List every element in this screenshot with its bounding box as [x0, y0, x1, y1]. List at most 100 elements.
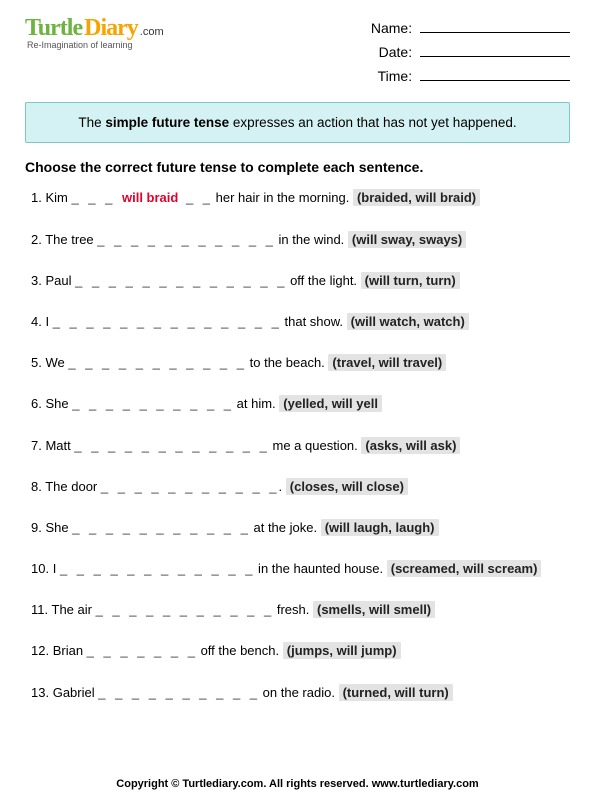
info-box: The simple future tense expresses an act… [25, 102, 570, 143]
question-pre: Brian [53, 643, 87, 658]
date-blank[interactable] [420, 45, 570, 57]
question-number: 8. [31, 479, 42, 494]
question-pre: I [45, 314, 52, 329]
question-row: 11. The air _ _ _ _ _ _ _ _ _ _ _ fresh.… [31, 601, 570, 619]
question-row: 5. We _ _ _ _ _ _ _ _ _ _ _ to the beach… [31, 354, 570, 372]
question-blank[interactable]: _ _ _ _ _ _ _ _ _ _ _ _ _ [75, 273, 286, 288]
meta-fields: Name: Date: Time: [371, 15, 570, 88]
logo-main: Turtle Diary .com [25, 15, 164, 42]
question-answer: will braid [122, 190, 178, 205]
question-number: 10. [31, 561, 49, 576]
question-choices: (will sway, sways) [348, 231, 466, 248]
question-row: 4. I _ _ _ _ _ _ _ _ _ _ _ _ _ _ that sh… [31, 313, 570, 331]
date-row: Date: [371, 41, 570, 65]
info-suffix: expresses an action that has not yet hap… [229, 115, 516, 130]
date-label: Date: [379, 44, 412, 60]
question-pre: Matt [45, 438, 74, 453]
question-number: 4. [31, 314, 42, 329]
question-post: me a question. [269, 438, 358, 453]
time-label: Time: [378, 68, 412, 84]
question-number: 7. [31, 438, 42, 453]
name-label: Name: [371, 20, 412, 36]
question-choices: (closes, will close) [286, 478, 408, 495]
question-choices: (braided, will braid) [353, 189, 480, 206]
question-row: 1. Kim _ _ _ will braid _ _ her hair in … [31, 189, 570, 207]
question-pre: The air [52, 602, 96, 617]
question-choices: (screamed, will scream) [387, 560, 542, 577]
question-row: 3. Paul _ _ _ _ _ _ _ _ _ _ _ _ _ off th… [31, 272, 570, 290]
question-post: at him. [233, 396, 276, 411]
question-row: 2. The tree _ _ _ _ _ _ _ _ _ _ _ in the… [31, 231, 570, 249]
question-choices: (will laugh, laugh) [321, 519, 439, 536]
worksheet-page: Turtle Diary .com Re-Imagination of lear… [0, 0, 595, 702]
question-post: . [279, 479, 283, 494]
question-post: at the joke. [250, 520, 317, 535]
question-pre: We [45, 355, 68, 370]
question-blank[interactable]: _ _ _ _ _ _ _ _ _ _ _ [96, 602, 274, 617]
question-choices: (will turn, turn) [361, 272, 460, 289]
question-number: 5. [31, 355, 42, 370]
time-blank[interactable] [420, 69, 570, 81]
question-number: 11. [31, 602, 48, 617]
question-row: 7. Matt _ _ _ _ _ _ _ _ _ _ _ _ me a que… [31, 437, 570, 455]
question-post: on the radio. [259, 685, 335, 700]
question-post: in the wind. [275, 232, 344, 247]
question-post: that show. [281, 314, 343, 329]
question-pre: The door [45, 479, 101, 494]
name-row: Name: [371, 17, 570, 41]
question-row: 13. Gabriel _ _ _ _ _ _ _ _ _ _ on the r… [31, 684, 570, 702]
question-choices: (will watch, watch) [347, 313, 469, 330]
name-blank[interactable] [420, 21, 570, 33]
question-number: 12. [31, 643, 49, 658]
question-number: 6. [31, 396, 42, 411]
question-choices: (asks, will ask) [361, 437, 460, 454]
question-row: 8. The door _ _ _ _ _ _ _ _ _ _ _. (clos… [31, 478, 570, 496]
instructions: Choose the correct future tense to compl… [25, 159, 570, 175]
question-row: 6. She _ _ _ _ _ _ _ _ _ _ at him. (yell… [31, 395, 570, 413]
logo-block: Turtle Diary .com Re-Imagination of lear… [25, 15, 164, 88]
question-number: 3. [31, 273, 42, 288]
question-post: her hair in the morning. [212, 190, 349, 205]
question-pre: I [53, 561, 60, 576]
question-blank[interactable]: _ _ _ [71, 190, 122, 205]
question-number: 9. [31, 520, 42, 535]
question-pre: Paul [45, 273, 75, 288]
question-blank[interactable]: _ _ _ _ _ _ _ _ _ _ _ [97, 232, 275, 247]
question-pre: The tree [45, 232, 97, 247]
info-bold: simple future tense [105, 115, 229, 130]
question-blank[interactable]: _ _ _ _ _ _ _ _ _ _ _ [101, 479, 279, 494]
question-choices: (turned, will turn) [339, 684, 453, 701]
question-blank[interactable]: _ _ _ _ _ _ _ _ _ _ [98, 685, 259, 700]
question-row: 9. She _ _ _ _ _ _ _ _ _ _ _ at the joke… [31, 519, 570, 537]
question-choices: (travel, will travel) [328, 354, 446, 371]
question-blank[interactable]: _ _ _ _ _ _ _ _ _ _ _ _ [74, 438, 269, 453]
question-blank[interactable]: _ _ _ _ _ _ _ _ _ _ _ _ _ _ [53, 314, 281, 329]
question-list: 1. Kim _ _ _ will braid _ _ her hair in … [25, 189, 570, 701]
question-row: 10. I _ _ _ _ _ _ _ _ _ _ _ _ in the hau… [31, 560, 570, 578]
question-pre: She [45, 396, 72, 411]
question-post: off the bench. [197, 643, 279, 658]
logo-tagline: Re-Imagination of learning [27, 40, 164, 50]
question-post: to the beach. [246, 355, 325, 370]
info-prefix: The [78, 115, 105, 130]
question-blank[interactable]: _ _ _ _ _ _ _ [87, 643, 197, 658]
question-number: 2. [31, 232, 42, 247]
question-number: 1. [31, 190, 42, 205]
question-choices: (smells, will smell) [313, 601, 435, 618]
question-choices: (jumps, will jump) [283, 642, 401, 659]
question-pre: Kim [45, 190, 71, 205]
question-pre: Gabriel [53, 685, 99, 700]
question-post: in the haunted house. [254, 561, 383, 576]
logo-word2: Diary [84, 15, 138, 42]
question-blank[interactable]: _ _ _ _ _ _ _ _ _ _ _ _ [60, 561, 255, 576]
question-choices: (yelled, will yell [279, 395, 382, 412]
question-post: fresh. [273, 602, 309, 617]
question-row: 12. Brian _ _ _ _ _ _ _ off the bench. (… [31, 642, 570, 660]
question-blank[interactable]: _ _ _ _ _ _ _ _ _ _ _ [72, 520, 250, 535]
question-blank2[interactable]: _ _ [178, 190, 212, 205]
logo-word1: Turtle [25, 15, 82, 42]
question-blank[interactable]: _ _ _ _ _ _ _ _ _ _ [72, 396, 233, 411]
question-post: off the light. [286, 273, 357, 288]
question-number: 13. [31, 685, 49, 700]
question-blank[interactable]: _ _ _ _ _ _ _ _ _ _ _ [68, 355, 246, 370]
